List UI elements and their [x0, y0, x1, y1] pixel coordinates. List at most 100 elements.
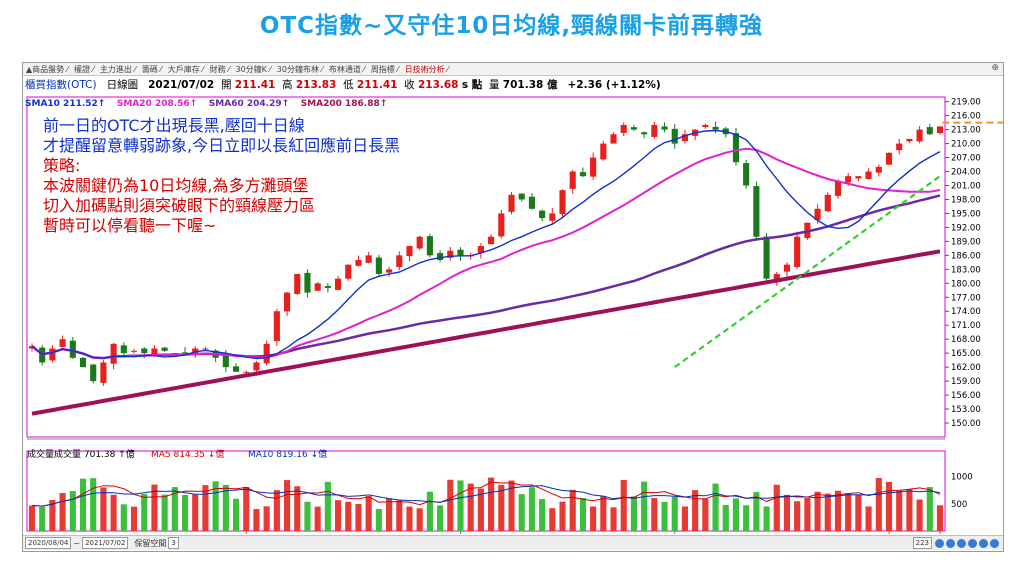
- close-value: 213.68: [417, 79, 459, 91]
- candle-body: [600, 143, 607, 160]
- volume-bar: [59, 493, 66, 531]
- candle-body: [681, 134, 689, 142]
- volume-bar: [569, 489, 576, 531]
- volume-bar: [406, 506, 413, 531]
- candle-body: [457, 249, 464, 256]
- volume-bar: [600, 496, 607, 531]
- volume-bar: [865, 506, 872, 531]
- y-tick-label: 201.00: [951, 181, 981, 191]
- volume-bar: [263, 506, 270, 531]
- close-label: 收: [404, 79, 415, 91]
- open-label: 開: [220, 79, 232, 91]
- end-date-select[interactable]: 2021/07/02: [82, 537, 129, 549]
- commentary-line: 前一日的OTC才出現長黑,壓回十日線: [43, 116, 305, 135]
- candle-body: [783, 264, 791, 272]
- volume-bar: [722, 504, 729, 531]
- volume-bar: [345, 501, 352, 531]
- chart-window: ⊕ ▲商品盤勢 ⁄ 權證 ⁄ 主力進出 ⁄ 籌碼 ⁄ 大戶庫存 ⁄ 財務 ⁄ 30分鐘K ⁄ 3…: [22, 62, 1004, 552]
- tab-1[interactable]: 權證 ⁄: [74, 64, 94, 74]
- candle-body: [569, 171, 576, 189]
- tab-6[interactable]: 30分鐘K ⁄: [235, 64, 271, 74]
- volume-bar: [753, 492, 760, 531]
- candle-body: [518, 193, 525, 200]
- volume-bar: [426, 491, 433, 531]
- y-tick-label: 183.00: [951, 265, 981, 275]
- candle-body: [263, 343, 270, 364]
- volume-bar: [906, 489, 913, 531]
- candle-body: [579, 172, 586, 177]
- nav-first-icon[interactable]: [935, 538, 944, 548]
- candle-body: [671, 128, 678, 144]
- candle-body: [641, 132, 648, 135]
- price-chart: 150.00 153.00 156.00 159.00 162.00 165.00 168.…: [25, 96, 1003, 534]
- volume-bar: [39, 506, 46, 531]
- zoom-icon[interactable]: ⊕: [991, 63, 999, 73]
- volume-label: 量: [488, 79, 500, 91]
- candle-body: [753, 186, 760, 237]
- tab-3[interactable]: 籌碼 ⁄: [141, 64, 162, 74]
- candle-body: [151, 348, 158, 355]
- y-tick-label: 168.00: [951, 335, 981, 345]
- candle-body: [335, 278, 342, 290]
- volume-bar: [875, 477, 882, 531]
- y-tick-label: 189.00: [951, 237, 981, 247]
- volume-bar: [620, 479, 627, 531]
- nav-next-icon[interactable]: [957, 538, 966, 548]
- volume-bar: [732, 498, 740, 531]
- volume-bar: [804, 497, 811, 531]
- nav-prev-icon[interactable]: [946, 538, 955, 548]
- tab-9[interactable]: 周指標 ⁄: [370, 64, 399, 74]
- volume-bar: [845, 493, 852, 531]
- y-tick-label: 159.00: [951, 377, 981, 387]
- candle-body: [130, 350, 138, 352]
- start-date-select[interactable]: 2020/08/04: [25, 537, 72, 549]
- tab-8[interactable]: 布林通道 ⁄: [328, 64, 365, 74]
- quote-date: 2021/07/02: [148, 79, 215, 91]
- candle-body: [712, 126, 719, 130]
- tab-7[interactable]: 30分鐘布林 ⁄: [276, 64, 323, 74]
- candle-body: [528, 196, 535, 209]
- range-tilde: ~: [73, 538, 81, 548]
- y-tick-label: 177.00: [951, 293, 981, 303]
- zoom-in-icon[interactable]: [990, 538, 999, 548]
- tab-5[interactable]: 財務 ⁄: [209, 64, 230, 74]
- volume-bar: [559, 501, 566, 531]
- volume-bar: [539, 499, 546, 531]
- volume-bar: [49, 500, 56, 531]
- candle-body: [396, 255, 403, 267]
- zoom-out-icon[interactable]: [979, 538, 988, 548]
- y-tick-label: 186.00: [951, 251, 981, 261]
- candle-body: [345, 264, 352, 279]
- candle-body: [845, 176, 852, 183]
- volume-bar: [610, 507, 617, 531]
- candle-body: [110, 343, 117, 364]
- tab-2[interactable]: 主力進出 ⁄: [99, 64, 136, 74]
- tab-0[interactable]: ▲商品盤勢 ⁄: [26, 64, 69, 74]
- keep-space-input[interactable]: 3: [168, 537, 179, 549]
- bar-count[interactable]: 223: [912, 537, 932, 549]
- sma200-line: [31, 249, 941, 416]
- nav-last-icon[interactable]: [968, 538, 977, 548]
- candle-body: [743, 163, 750, 186]
- y-tick-label: 204.00: [951, 168, 981, 178]
- volume-bar: [90, 478, 97, 531]
- candle-body: [834, 180, 842, 196]
- candle-body: [79, 357, 87, 368]
- candle-body: [855, 176, 862, 179]
- y-tick-label: 216.00: [951, 112, 981, 122]
- candle-body: [936, 126, 944, 134]
- candle-body: [222, 355, 229, 368]
- candle-body: [875, 166, 882, 173]
- volume-bar: [437, 505, 444, 531]
- volume-bar: [528, 487, 535, 531]
- candle-body: [773, 273, 780, 281]
- volume-bar: [110, 494, 117, 531]
- tab-4[interactable]: 大戶庫存 ⁄: [167, 64, 204, 74]
- candle-body: [539, 210, 546, 219]
- candle-body: [865, 171, 872, 179]
- y-tick-label: 195.00: [951, 209, 981, 219]
- tab-10[interactable]: 日技術分析 ⁄: [404, 64, 449, 74]
- volume-bar: [518, 494, 525, 531]
- volume-bar: [692, 490, 699, 531]
- commentary-line: 策略:: [43, 156, 80, 175]
